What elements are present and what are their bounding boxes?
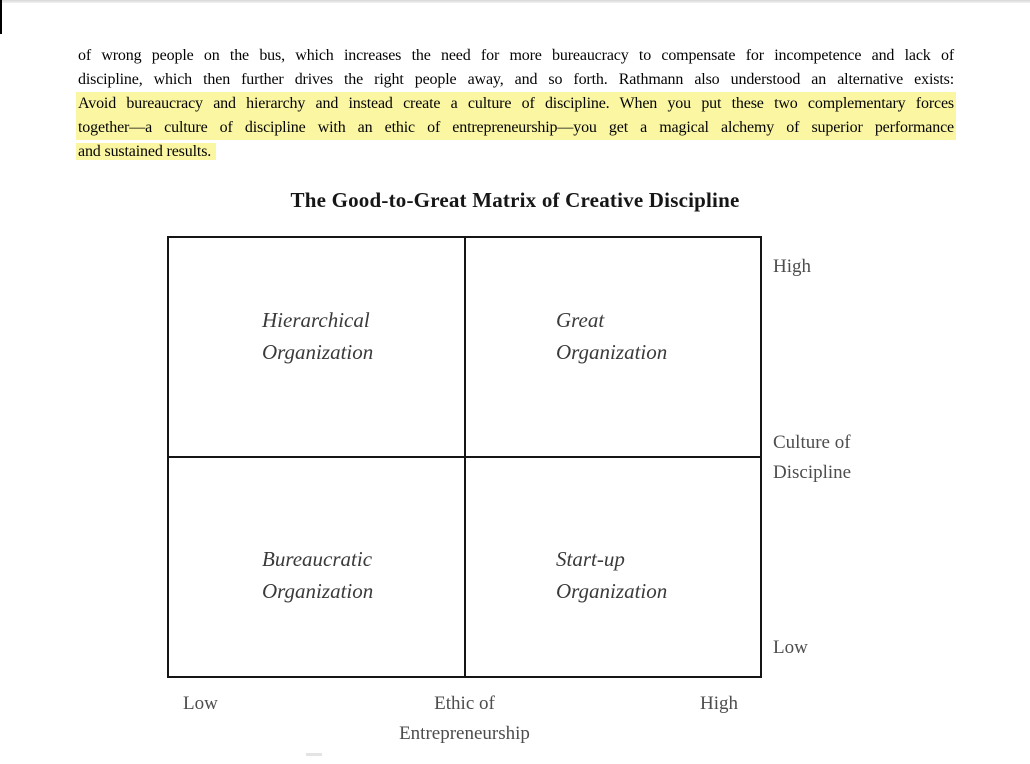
good-to-great-matrix: Hierarchical Organization Great Organiza…: [167, 236, 762, 678]
quadrant-label-line: Organization: [556, 340, 668, 364]
quadrant-label-line: Organization: [262, 340, 374, 364]
quadrant-label-line: Hierarchical: [262, 308, 370, 332]
x-axis-title: Ethic of Entrepreneurship: [167, 689, 762, 749]
highlighted-line[interactable]: Avoid bureaucracy and hierarchy and inst…: [76, 92, 956, 116]
figure-title: The Good-to-Great Matrix of Creative Dis…: [290, 188, 740, 212]
page-left-edge-mark: [0, 0, 2, 34]
y-axis-low-label: Low: [773, 637, 808, 658]
x-axis-low-label: Low: [183, 693, 218, 714]
partial-next-element: [306, 753, 322, 756]
quadrant-startup-organization: Start-up Organization: [556, 543, 667, 607]
quadrant-label-line: Great: [556, 308, 605, 332]
quadrant-label-line: Organization: [262, 579, 374, 603]
highlight-span[interactable]: and sustained results.: [76, 143, 217, 160]
x-axis-title-line: Entrepreneurship: [399, 723, 530, 744]
quadrant-hierarchical-organization: Hierarchical Organization: [262, 304, 373, 368]
quadrant-label-line: Start-up: [556, 547, 625, 571]
body-paragraph: of wrong people on the bus, which increa…: [76, 44, 956, 164]
window-top-edge: [0, 0, 1030, 3]
quadrant-label-line: Bureaucratic: [262, 547, 373, 571]
quadrant-great-organization: Great Organization: [556, 304, 667, 368]
quadrant-bureaucratic-organization: Bureaucratic Organization: [262, 543, 373, 607]
highlighted-line[interactable]: and sustained results.: [76, 140, 954, 164]
y-axis-high-label: High: [773, 256, 811, 277]
matrix-horizontal-divider: [169, 456, 760, 458]
highlighted-line[interactable]: together—a culture of discipline with an…: [76, 116, 956, 140]
quadrant-label-line: Organization: [556, 579, 668, 603]
y-axis-title: Culture of Discipline: [773, 428, 851, 488]
x-axis-title-line: Ethic of: [434, 693, 495, 714]
y-axis-title-line: Culture of: [773, 432, 851, 453]
paragraph-line: discipline, which then further drives th…: [78, 71, 954, 88]
x-axis-high-label: High: [700, 693, 738, 714]
y-axis-title-line: Discipline: [773, 462, 852, 483]
paragraph-line: of wrong people on the bus, which increa…: [78, 47, 954, 64]
